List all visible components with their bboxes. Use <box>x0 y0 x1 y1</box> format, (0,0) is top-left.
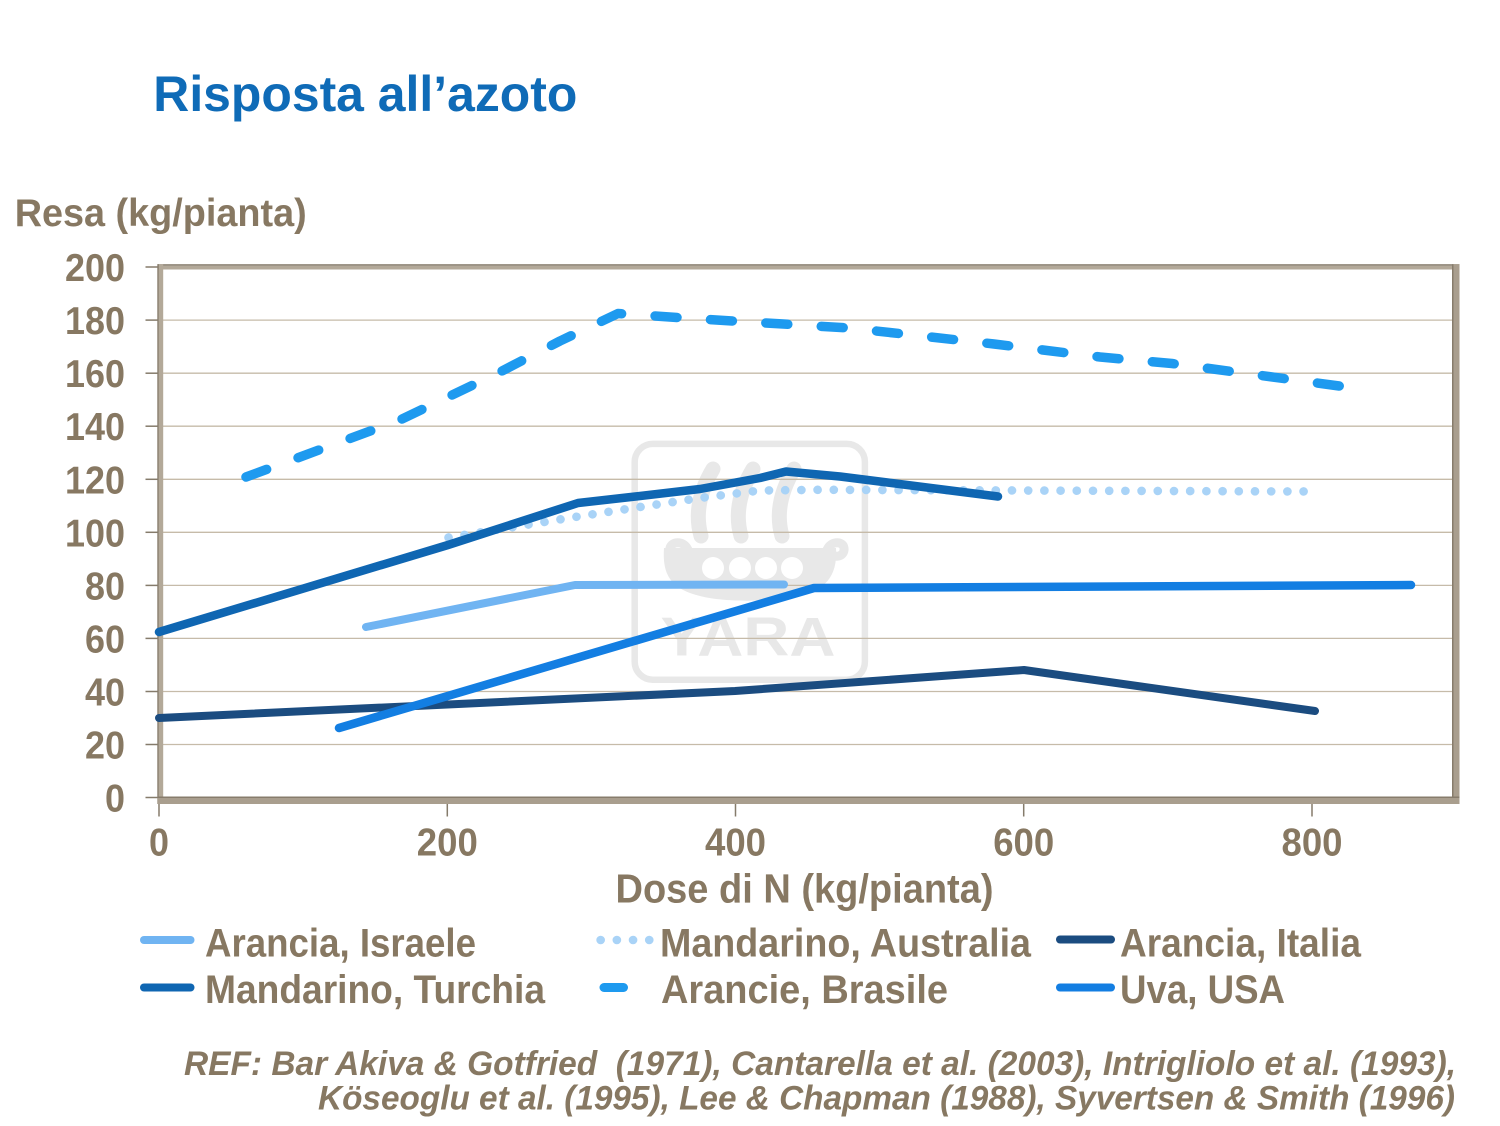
svg-text:0: 0 <box>149 822 169 865</box>
svg-text:Dose di N (kg/pianta): Dose di N (kg/pianta) <box>616 866 994 912</box>
svg-text:80: 80 <box>85 565 125 608</box>
svg-text:100: 100 <box>65 512 125 555</box>
svg-text:160: 160 <box>65 353 125 396</box>
svg-text:120: 120 <box>65 459 125 502</box>
svg-text:YARA: YARA <box>661 606 836 668</box>
svg-text:140: 140 <box>65 406 125 449</box>
svg-text:400: 400 <box>705 822 766 865</box>
svg-text:Uva, USA: Uva, USA <box>1120 968 1285 1012</box>
svg-text:200: 200 <box>417 822 478 865</box>
svg-text:Risposta all’azoto: Risposta all’azoto <box>153 66 577 122</box>
svg-text:Arancie, Brasile: Arancie, Brasile <box>661 968 948 1012</box>
svg-text:60: 60 <box>85 618 125 661</box>
svg-text:Arancia, Italia: Arancia, Italia <box>1120 922 1362 966</box>
svg-text:600: 600 <box>993 822 1054 865</box>
svg-text:Mandarino, Turchia: Mandarino, Turchia <box>205 968 546 1012</box>
svg-text:Mandarino, Australia: Mandarino, Australia <box>660 922 1032 966</box>
svg-text:20: 20 <box>85 725 125 768</box>
svg-text:40: 40 <box>85 672 125 715</box>
svg-text:Köseoglu et al. (1995), Lee &: Köseoglu et al. (1995), Lee & Chapman (1… <box>318 1080 1455 1118</box>
svg-text:REF: Bar Akiva & Gotfried (19: REF: Bar Akiva & Gotfried (1971), Cantar… <box>184 1045 1456 1083</box>
svg-text:Arancia, Israele: Arancia, Israele <box>205 922 476 966</box>
svg-text:180: 180 <box>65 300 125 343</box>
svg-text:Resa (kg/pianta): Resa (kg/pianta) <box>15 192 307 235</box>
svg-text:0: 0 <box>105 778 125 821</box>
svg-text:800: 800 <box>1282 822 1343 865</box>
svg-text:200: 200 <box>65 247 125 290</box>
